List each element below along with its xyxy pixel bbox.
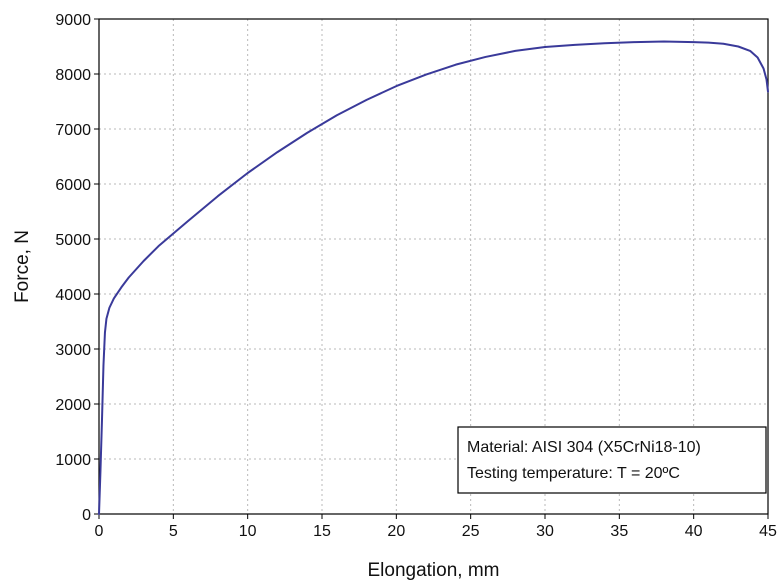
x-tick-label: 5	[169, 523, 178, 540]
y-axis-title: Force, N	[12, 230, 33, 303]
axis-ticks: 0 5 10 15 20 25 30 35 40 45 0 1000 2000 3000 4000 5000 6…	[55, 12, 777, 540]
annotation-temperature: Testing temperature: T = 20ºC	[467, 465, 680, 482]
x-tick-label: 45	[759, 523, 777, 540]
series	[98, 40, 769, 515]
plot-frame	[98, 18, 769, 515]
annotation-box: Material: AISI 304 (X5CrNi18-10) Testing…	[457, 426, 767, 494]
y-tick-label: 0	[82, 507, 91, 524]
y-tick-label: 7000	[55, 122, 91, 139]
x-tick-label: 25	[462, 523, 480, 540]
annotation-material: Material: AISI 304 (X5CrNi18-10)	[467, 439, 701, 456]
x-tick-label: 30	[536, 523, 554, 540]
x-tick-label: 15	[313, 523, 331, 540]
y-tick-label: 9000	[55, 12, 91, 29]
y-tick-label: 3000	[55, 342, 91, 359]
x-tick-label: 10	[239, 523, 257, 540]
y-tick-label: 1000	[55, 452, 91, 469]
x-tick-label: 20	[387, 523, 405, 540]
y-tick-label: 2000	[55, 397, 91, 414]
force-elongation-curve	[98, 40, 769, 515]
y-tick-label: 8000	[55, 67, 91, 84]
annotation-frame	[457, 426, 767, 494]
grid	[99, 19, 768, 514]
x-axis-title: Elongation, mm	[367, 560, 499, 581]
y-tick-label: 6000	[55, 177, 91, 194]
x-tick-label: 0	[95, 523, 104, 540]
y-tick-label: 5000	[55, 232, 91, 249]
x-tick-label: 35	[610, 523, 628, 540]
y-tick-label: 4000	[55, 287, 91, 304]
x-tick-label: 40	[685, 523, 703, 540]
